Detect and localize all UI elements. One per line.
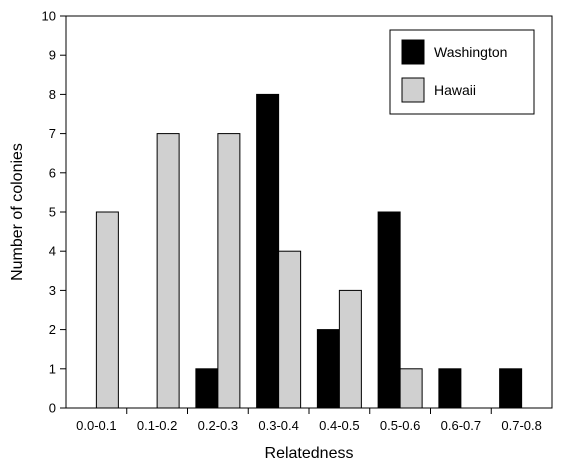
- bar-hawaii-0.0-0.1: [95, 211, 119, 409]
- legend: Washington Hawaii: [389, 29, 535, 115]
- x-tick-label: 0.0-0.1: [76, 418, 116, 433]
- bar-hawaii-0.5-0.6: [399, 368, 423, 409]
- bar-washington-0.3-0.4: [256, 93, 280, 409]
- y-tick-label: 3: [49, 283, 56, 298]
- bar-washington-0.7-0.8: [499, 368, 523, 409]
- x-tick-label: 0.7-0.8: [501, 418, 541, 433]
- bars-group: [95, 93, 523, 409]
- y-tick-label: 8: [49, 87, 56, 102]
- bar-hawaii-0.3-0.4: [278, 250, 302, 409]
- legend-label-washington: Washington: [434, 44, 507, 60]
- bar-washington-0.4-0.5: [316, 329, 340, 409]
- y-tick-label: 6: [49, 165, 56, 180]
- y-tick-label: 9: [49, 48, 56, 63]
- x-tick-label: 0.4-0.5: [319, 418, 359, 433]
- y-tick-label: 0: [49, 401, 56, 416]
- y-tick-label: 10: [42, 9, 56, 24]
- x-tick-label: 0.2-0.3: [198, 418, 238, 433]
- x-tick-label: 0.6-0.7: [441, 418, 481, 433]
- bar-hawaii-0.4-0.5: [338, 289, 362, 409]
- legend-label-hawaii: Hawaii: [434, 82, 476, 98]
- y-ticks-group: 0 1 2 3 4 5 6 7 8 9 10: [42, 9, 66, 416]
- x-tick-label: 0.5-0.6: [380, 418, 420, 433]
- bar-hawaii-0.2-0.3: [217, 133, 241, 409]
- legend-swatch-hawaii: [401, 77, 425, 103]
- y-tick-label: 7: [49, 126, 56, 141]
- bar-hawaii-0.1-0.2: [156, 133, 180, 409]
- y-tick-label: 2: [49, 322, 56, 337]
- y-axis-label: Number of colonies: [9, 143, 26, 281]
- x-tick-label: 0.3-0.4: [258, 418, 298, 433]
- legend-swatch-washington: [401, 39, 425, 65]
- y-tick-label: 5: [49, 205, 56, 220]
- x-ticks-group: 0.0-0.1 0.1-0.2 0.2-0.3 0.3-0.4 0.4-0.5 0.5-0…: [76, 408, 542, 433]
- y-tick-label: 4: [49, 244, 56, 259]
- x-tick-label: 0.1-0.2: [137, 418, 177, 433]
- x-axis-label: Relatedness: [265, 445, 354, 462]
- bar-washington-0.2-0.3: [195, 368, 219, 409]
- bar-washington-0.5-0.6: [377, 211, 401, 409]
- y-tick-label: 1: [49, 361, 56, 376]
- bar-washington-0.6-0.7: [438, 368, 462, 409]
